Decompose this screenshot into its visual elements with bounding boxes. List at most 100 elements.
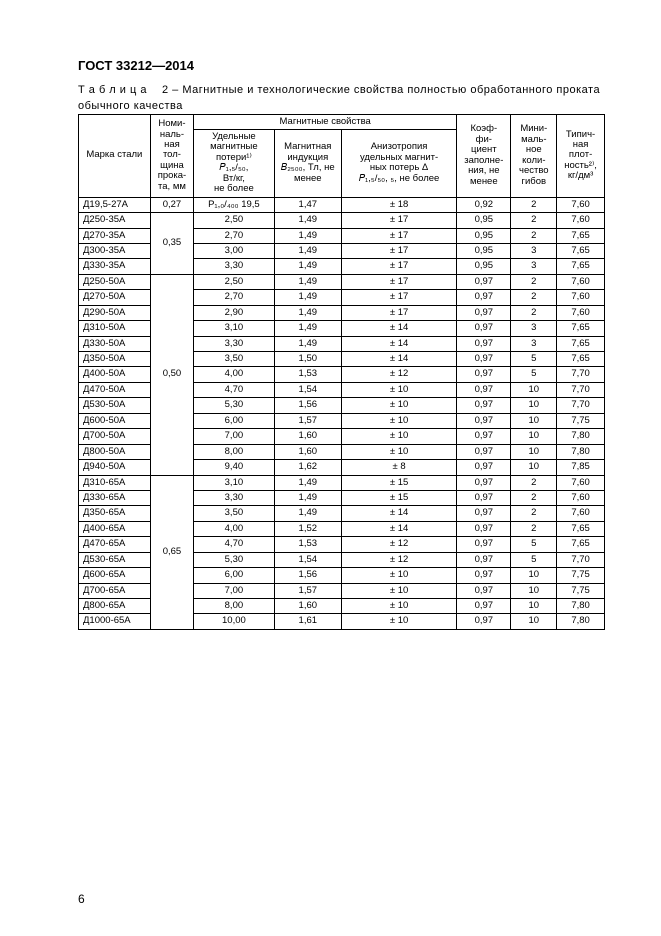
cell-loss: 7,00 (194, 583, 274, 598)
cell-loss: 6,00 (194, 413, 274, 428)
cell-grade: Д270-35А (79, 228, 151, 243)
cell-fill: 0,97 (457, 382, 511, 397)
cell-induction: 1,57 (274, 413, 341, 428)
cell-bends: 2 (511, 490, 557, 505)
cell-grade: Д250-50А (79, 274, 151, 289)
cell-loss: P₁,₀/₄₀₀ 19,5 (194, 197, 274, 212)
cell-induction: 1,60 (274, 599, 341, 614)
cell-density: 7,80 (557, 599, 605, 614)
cell-grade: Д530-65А (79, 552, 151, 567)
th-density: Типич-наяплот-ность²⁾,кг/дм³ (557, 114, 605, 197)
cell-density: 7,70 (557, 398, 605, 413)
cell-grade: Д530-50А (79, 398, 151, 413)
cell-aniso: ± 10 (341, 614, 456, 629)
table-row: Д19,5-27А0,27P₁,₀/₄₀₀ 19,51,47± 180,9227… (79, 197, 605, 212)
cell-aniso: ± 14 (341, 352, 456, 367)
cell-loss: 3,30 (194, 336, 274, 351)
cell-loss: 7,00 (194, 429, 274, 444)
cell-induction: 1,49 (274, 506, 341, 521)
cell-fill: 0,97 (457, 274, 511, 289)
cell-loss: 8,00 (194, 444, 274, 459)
cell-loss: 5,30 (194, 552, 274, 567)
th-bends: Мини-маль-ноеколи-чествогибов (511, 114, 557, 197)
cell-bends: 10 (511, 460, 557, 475)
cell-bends: 5 (511, 367, 557, 382)
cell-fill: 0,95 (457, 213, 511, 228)
cell-bends: 10 (511, 568, 557, 583)
page-number: 6 (78, 892, 85, 906)
cell-density: 7,60 (557, 490, 605, 505)
cell-fill: 0,97 (457, 490, 511, 505)
cell-loss: 3,00 (194, 243, 274, 258)
th-loss: Удельныемагнитныепотери¹⁾𝑃₁,₅/₅₀,Вт/кг,н… (194, 130, 274, 198)
cell-aniso: ± 18 (341, 197, 456, 212)
cell-aniso: ± 10 (341, 382, 456, 397)
cell-bends: 2 (511, 475, 557, 490)
cell-density: 7,65 (557, 521, 605, 536)
cell-fill: 0,97 (457, 583, 511, 598)
cell-induction: 1,47 (274, 197, 341, 212)
cell-loss: 2,50 (194, 213, 274, 228)
cell-loss: 2,90 (194, 305, 274, 320)
cell-fill: 0,95 (457, 243, 511, 258)
cell-grade: Д470-50А (79, 382, 151, 397)
cell-induction: 1,49 (274, 305, 341, 320)
cell-fill: 0,97 (457, 336, 511, 351)
cell-density: 7,75 (557, 568, 605, 583)
cell-density: 7,60 (557, 197, 605, 212)
cell-aniso: ± 12 (341, 537, 456, 552)
cell-loss: 3,30 (194, 259, 274, 274)
cell-density: 7,60 (557, 506, 605, 521)
cell-bends: 10 (511, 614, 557, 629)
cell-loss: 3,30 (194, 490, 274, 505)
cell-bends: 5 (511, 552, 557, 567)
cell-aniso: ± 17 (341, 305, 456, 320)
cell-grade: Д310-65А (79, 475, 151, 490)
cell-grade: Д350-50А (79, 352, 151, 367)
cell-density: 7,60 (557, 305, 605, 320)
cell-induction: 1,49 (274, 274, 341, 289)
cell-bends: 2 (511, 197, 557, 212)
cell-density: 7,65 (557, 352, 605, 367)
cell-bends: 2 (511, 290, 557, 305)
cell-loss: 3,50 (194, 352, 274, 367)
cell-thickness: 0,27 (150, 197, 193, 212)
cell-thickness: 0,65 (150, 475, 193, 629)
cell-aniso: ± 17 (341, 213, 456, 228)
cell-loss: 8,00 (194, 599, 274, 614)
cell-thickness: 0,35 (150, 213, 193, 275)
cell-induction: 1,49 (274, 475, 341, 490)
cell-density: 7,60 (557, 290, 605, 305)
cell-induction: 1,53 (274, 537, 341, 552)
cell-density: 7,65 (557, 228, 605, 243)
cell-fill: 0,97 (457, 475, 511, 490)
cell-aniso: ± 10 (341, 583, 456, 598)
cell-grade: Д400-65А (79, 521, 151, 536)
cell-fill: 0,97 (457, 444, 511, 459)
cell-density: 7,70 (557, 382, 605, 397)
cell-aniso: ± 15 (341, 475, 456, 490)
cell-induction: 1,50 (274, 352, 341, 367)
cell-induction: 1,49 (274, 228, 341, 243)
cell-grade: Д290-50А (79, 305, 151, 320)
cell-bends: 10 (511, 444, 557, 459)
cell-density: 7,65 (557, 259, 605, 274)
cell-grade: Д800-65А (79, 599, 151, 614)
cell-loss: 2,70 (194, 228, 274, 243)
th-induction: Магнитнаяиндукция𝐵₂₅₀₀, Тл, неменее (274, 130, 341, 198)
th-aniso: Анизотропияудельных магнит-ных потерь Δ𝑃… (341, 130, 456, 198)
cell-bends: 2 (511, 274, 557, 289)
th-magnetic-group: Магнитные свойства (194, 114, 457, 129)
cell-induction: 1,49 (274, 321, 341, 336)
cell-grade: Д940-50А (79, 460, 151, 475)
cell-fill: 0,97 (457, 460, 511, 475)
cell-bends: 2 (511, 521, 557, 536)
cell-grade: Д250-35А (79, 213, 151, 228)
cell-bends: 2 (511, 213, 557, 228)
cell-grade: Д700-65А (79, 583, 151, 598)
cell-grade: Д19,5-27А (79, 197, 151, 212)
cell-induction: 1,62 (274, 460, 341, 475)
cell-loss: 4,00 (194, 521, 274, 536)
cell-aniso: ± 12 (341, 367, 456, 382)
cell-aniso: ± 8 (341, 460, 456, 475)
